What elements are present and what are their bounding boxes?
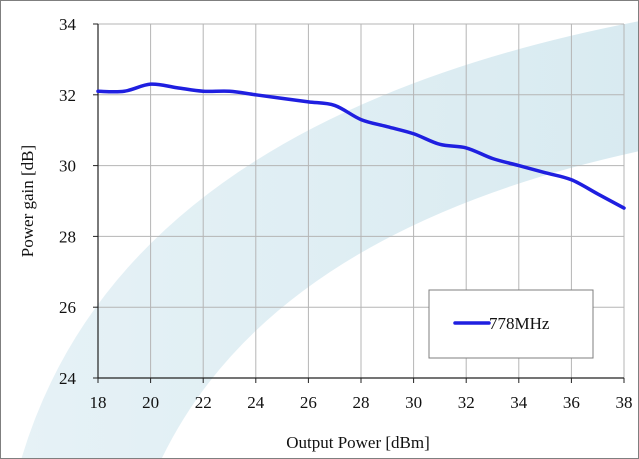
x-tick-label: 30 [405, 393, 422, 412]
y-tick-label: 32 [59, 86, 76, 105]
x-tick-label: 18 [90, 393, 107, 412]
y-tick-label: 34 [59, 15, 77, 34]
x-tick-label: 28 [353, 393, 370, 412]
x-tick-label: 34 [510, 393, 528, 412]
y-tick-label: 24 [59, 369, 77, 388]
y-tick-label: 28 [59, 227, 76, 246]
x-tick-label: 20 [142, 393, 159, 412]
x-tick-labels: 18 20 22 24 26 28 30 32 34 36 38 [90, 393, 633, 412]
series-layer [96, 82, 626, 210]
legend-label-778mhz: 778MHz [489, 314, 550, 333]
x-tick-label: 38 [616, 393, 633, 412]
y-tick-labels: 24 26 28 30 32 34 [59, 15, 77, 388]
x-tick-label: 22 [195, 393, 212, 412]
series-line-778mhz [96, 82, 626, 210]
axes [93, 23, 625, 383]
y-axis-title: Power gain [dB] [18, 145, 37, 257]
x-tick-label: 36 [563, 393, 580, 412]
x-tick-label: 26 [300, 393, 317, 412]
y-tick-label: 26 [59, 298, 76, 317]
background-watermark-arc [21, 21, 638, 458]
x-tick-label: 32 [458, 393, 475, 412]
legend: 778MHz [428, 289, 594, 359]
y-tick-label: 30 [59, 157, 76, 176]
x-axis-title: Output Power [dBm] [286, 433, 430, 452]
x-tick-label: 24 [247, 393, 265, 412]
